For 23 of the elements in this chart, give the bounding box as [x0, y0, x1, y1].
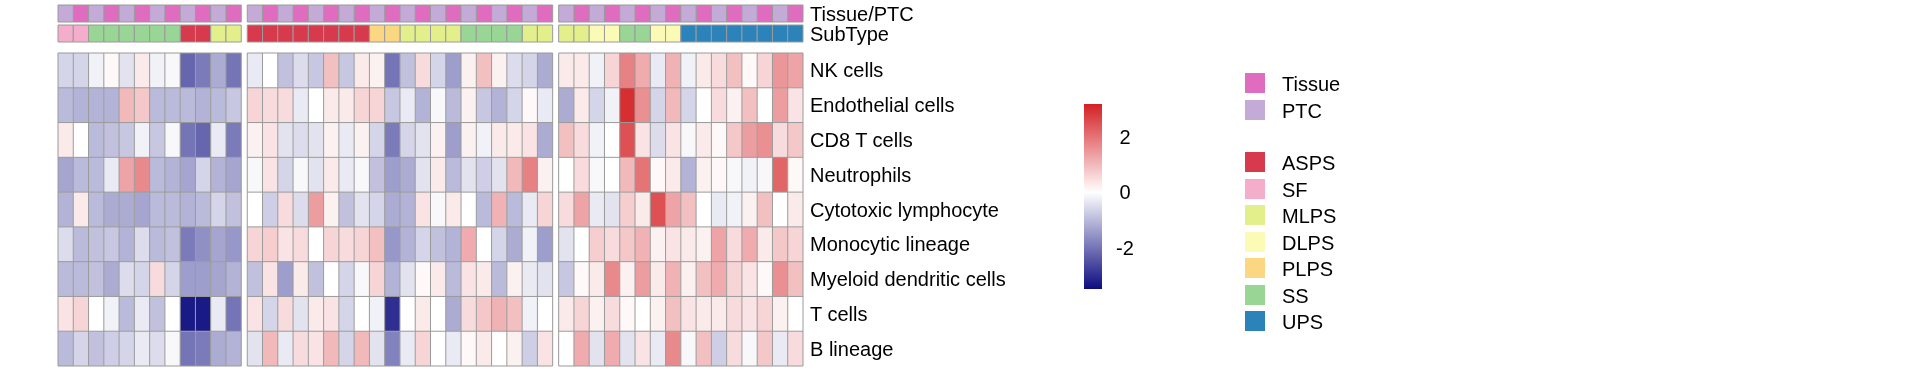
- color-bar-label: 2: [1118, 126, 1132, 149]
- legend-label: SF: [1282, 178, 1308, 201]
- legend-label: PLPS: [1282, 258, 1334, 280]
- legend-label: MLPS: [1282, 205, 1337, 227]
- color-bar-label: 0: [1118, 181, 1132, 204]
- text: SS: [1282, 284, 1309, 307]
- y-tick-label: Neutrophils: [810, 163, 912, 186]
- y-tick-label: Monocytic lineage: [810, 233, 971, 256]
- y-tick-label: CD8 T cells: [810, 128, 913, 151]
- y-tick-label: B lineage: [810, 337, 894, 360]
- y-tick-label: Cytotoxic lymphocyte: [810, 198, 999, 221]
- y-tick-label: NK cells: [810, 59, 884, 82]
- legend-label: ASPS: [1282, 152, 1336, 174]
- category-label: SubType: [810, 22, 889, 45]
- color-bar-label: -2: [1115, 236, 1135, 259]
- text: PTC: [1282, 99, 1322, 122]
- legend-label: UPS: [1282, 311, 1324, 333]
- y-tick-label: Myeloid dendritic cells: [810, 268, 1006, 291]
- legend-label: DLPS: [1282, 231, 1335, 254]
- legend-label: Tissue: [1282, 73, 1341, 95]
- y-tick-label: Endothelial cells: [810, 94, 955, 117]
- y-tick-label: T cells: [810, 302, 868, 325]
- category-label: Tissue/PTC: [810, 2, 914, 25]
